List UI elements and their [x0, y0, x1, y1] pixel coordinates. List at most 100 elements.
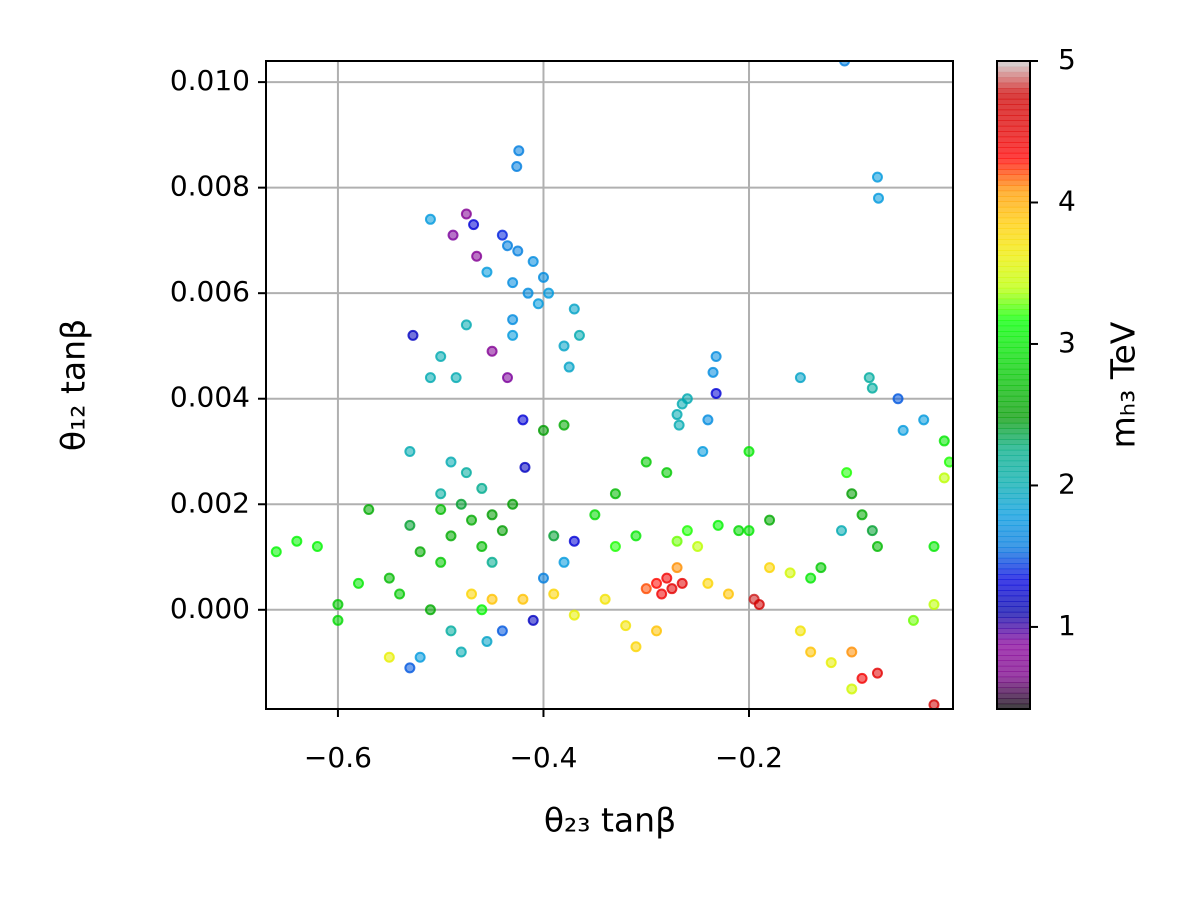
point: [513, 145, 525, 157]
point: [435, 504, 447, 516]
point: [404, 662, 416, 674]
point: [407, 329, 419, 341]
point: [527, 614, 539, 626]
colorbar-segment: [997, 460, 1030, 467]
y-tick-label: 0.008: [170, 170, 250, 203]
point: [743, 525, 755, 537]
point: [866, 525, 878, 537]
colorbar-segment: [997, 606, 1030, 613]
colorbar-segment: [997, 547, 1030, 553]
colorbar-segment: [997, 455, 1030, 462]
point: [856, 672, 868, 684]
point: [460, 319, 472, 331]
colorbar-segment: [997, 98, 1030, 105]
colorbar-segment: [997, 196, 1030, 202]
colorbar-tick-label: 1: [1058, 609, 1076, 642]
point: [609, 540, 621, 552]
point: [447, 229, 459, 241]
colorbar-segment: [997, 574, 1030, 580]
point: [733, 525, 745, 537]
point: [671, 535, 683, 547]
point: [846, 683, 858, 695]
point: [558, 556, 570, 568]
colorbar-segment: [997, 255, 1030, 262]
point: [573, 329, 585, 341]
point: [661, 467, 673, 479]
colorbar-segment: [997, 282, 1030, 289]
colorbar-segment: [997, 347, 1030, 354]
colorbar-segment: [997, 487, 1030, 494]
colorbar-segment: [997, 152, 1030, 159]
colorbar-segment: [997, 120, 1030, 127]
colorbar-segment: [997, 385, 1030, 391]
point: [656, 588, 668, 600]
colorbar-segment: [997, 374, 1030, 381]
point: [496, 229, 508, 241]
colorbar-segment: [997, 525, 1030, 532]
colorbar-segment: [997, 660, 1030, 667]
point: [784, 567, 796, 579]
colorbar-segment: [997, 228, 1030, 235]
point: [681, 525, 693, 537]
point: [507, 314, 519, 326]
point: [835, 525, 847, 537]
point: [502, 240, 514, 252]
colorbar-segment: [997, 579, 1030, 586]
point: [481, 266, 493, 278]
colorbar-segment: [997, 514, 1030, 521]
point: [496, 625, 508, 637]
colorbar-segment: [997, 590, 1030, 597]
point: [651, 577, 663, 589]
colorbar-segment: [997, 611, 1030, 618]
colorbar-segment: [997, 358, 1030, 364]
point: [918, 414, 930, 426]
colorbar-segment: [997, 493, 1030, 499]
point: [620, 620, 632, 632]
point: [507, 498, 519, 510]
point: [568, 303, 580, 315]
y-tick-label: 0.006: [170, 275, 250, 308]
point: [496, 525, 508, 537]
colorbar-segment: [997, 433, 1030, 440]
colorbar-segment: [997, 617, 1030, 624]
colorbar-segment: [997, 185, 1030, 192]
point: [435, 351, 447, 363]
point: [445, 625, 457, 637]
colorbar-segment: [997, 125, 1030, 132]
colorbar-segment: [997, 682, 1030, 688]
colorbar-segment: [997, 309, 1030, 316]
colorbar-segment: [997, 93, 1030, 100]
point: [445, 456, 457, 468]
point: [710, 351, 722, 363]
point: [722, 588, 734, 600]
colorbar-segment: [997, 401, 1030, 408]
colorbar-segment: [997, 520, 1030, 526]
colorbar-segment: [997, 563, 1030, 570]
point: [599, 593, 611, 605]
point: [414, 651, 426, 663]
point: [563, 361, 575, 373]
point: [707, 366, 719, 378]
point: [424, 604, 436, 616]
point: [676, 577, 688, 589]
point: [640, 583, 652, 595]
colorbar-segment: [997, 163, 1030, 170]
point: [630, 530, 642, 542]
colorbar-segment: [997, 557, 1030, 564]
colorbar-segment: [997, 298, 1030, 305]
point: [517, 593, 529, 605]
point: [897, 424, 909, 436]
colorbar-segment: [997, 584, 1030, 591]
point: [841, 467, 853, 479]
point: [460, 467, 472, 479]
point: [455, 646, 467, 658]
point: [466, 588, 478, 600]
point: [928, 699, 940, 709]
point: [455, 498, 467, 510]
colorbar-segment: [997, 671, 1030, 678]
colorbar-segment: [997, 320, 1030, 327]
point: [764, 562, 776, 574]
colorbar-segment: [997, 147, 1030, 154]
colorbar-segment: [997, 314, 1030, 321]
point: [825, 657, 837, 669]
